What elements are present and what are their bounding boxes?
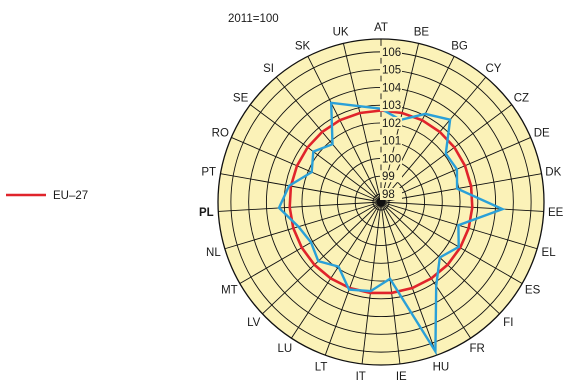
tick-label-bg <box>380 81 402 94</box>
grid-spoke-lu <box>291 201 382 339</box>
tick-label-104: 104 <box>382 82 402 94</box>
category-label-bg: BG <box>451 41 468 53</box>
tick-label-100: 100 <box>382 153 401 165</box>
tick-label-106: 106 <box>382 47 401 59</box>
grid-spoke-uk <box>342 43 382 203</box>
category-label-cz: CZ <box>514 93 529 105</box>
radar-grid <box>217 38 545 366</box>
series-line-eu27 <box>288 109 474 295</box>
grid-spoke-fr <box>380 201 471 339</box>
grid-spoke-lv <box>262 201 382 315</box>
category-label-es: ES <box>525 285 541 297</box>
tick-label-99: 99 <box>382 171 395 183</box>
tick-label-bg <box>380 63 402 76</box>
category-label-be: BE <box>414 27 430 39</box>
grid-spoke-se <box>249 104 382 203</box>
category-label-ee: EE <box>548 207 564 219</box>
tick-label-bg <box>380 134 402 147</box>
grid-spoke-dk <box>380 173 542 203</box>
grid-spoke-pt <box>220 173 382 203</box>
category-label-ro: RO <box>212 128 229 140</box>
category-label-fi: FI <box>503 317 513 329</box>
grid-spoke-si <box>275 76 382 203</box>
category-labels: AT BE BG CY CZ DE DK EE EL ES FI FR HU IE IT LT LU LV MT NL… <box>199 22 564 381</box>
grid-spoke-hu <box>380 201 438 356</box>
category-label-se: SE <box>233 93 249 105</box>
tick-label-bg <box>380 188 402 200</box>
tick-label-bg <box>380 152 402 165</box>
grid-spoke-ie <box>380 201 401 364</box>
tick-label-bg <box>380 170 402 183</box>
tick-label-101: 101 <box>382 136 401 148</box>
category-label-at: AT <box>374 22 388 34</box>
chart-title: 2011=100 <box>228 13 279 25</box>
category-label-hu: HU <box>433 361 450 373</box>
category-label-si: SI <box>263 63 274 75</box>
tick-label-105: 105 <box>382 65 401 77</box>
category-label-it: IT <box>356 371 366 381</box>
category-label-sk: SK <box>295 41 311 53</box>
category-label-dk: DK <box>545 167 561 179</box>
grid-spoke-it <box>361 201 382 364</box>
grid-spoke-es <box>380 201 523 284</box>
radar-series <box>277 101 506 356</box>
tick-label-98: 98 <box>382 189 395 201</box>
category-label-de: DE <box>534 128 550 140</box>
category-label-pt: PT <box>201 167 216 179</box>
category-label-ie: IE <box>396 371 407 381</box>
grid-spoke-pl <box>218 201 382 212</box>
tick-label-103: 103 <box>382 100 401 112</box>
category-label-lv: LV <box>247 317 261 329</box>
category-label-lt: LT <box>315 361 328 373</box>
category-label-uk: UK <box>333 27 349 39</box>
tick-label-bg <box>380 116 402 129</box>
category-label-mt: MT <box>221 285 238 297</box>
category-label-lu: LU <box>277 343 292 355</box>
grid-spoke-sk <box>307 56 382 203</box>
tick-label-102: 102 <box>382 118 401 130</box>
series-line-poland <box>277 101 506 356</box>
grid-spoke-ro <box>231 137 382 203</box>
tick-label-bg <box>380 45 402 58</box>
category-label-el: EL <box>542 247 557 259</box>
legend-label-eu27: EU–27 <box>53 190 88 202</box>
grid-spoke-nl <box>224 201 382 250</box>
grid-spoke-lt <box>324 201 382 356</box>
radial-tick-labels: 98 99 100 101 102 103 104 105 106 <box>380 45 402 201</box>
grid-spoke-ee <box>380 201 544 212</box>
category-label-cy: CY <box>486 63 502 75</box>
tick-label-bg <box>380 99 402 112</box>
category-label-fr: FR <box>470 343 485 355</box>
legend: EU–27 <box>6 190 88 202</box>
category-label-nl: NL <box>206 247 221 259</box>
category-label-pl: PL <box>199 207 214 219</box>
